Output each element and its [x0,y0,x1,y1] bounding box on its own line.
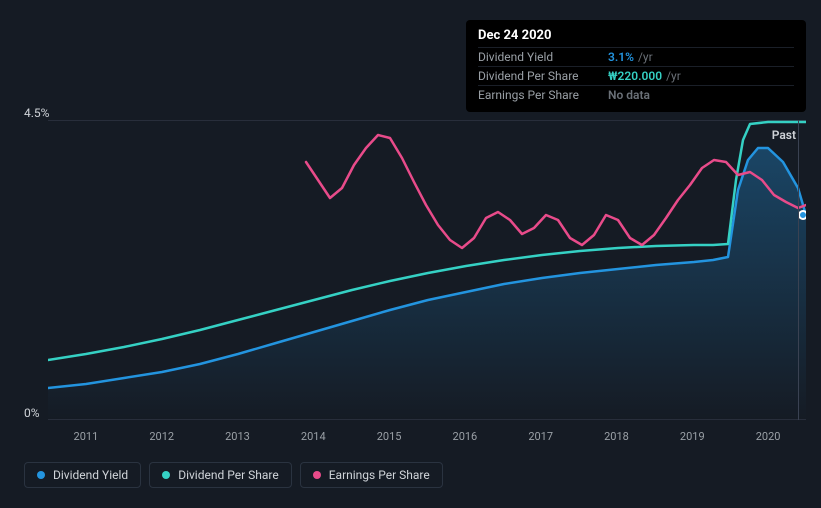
tooltip-row: Earnings Per ShareNo data [478,85,794,104]
x-axis-label: 2017 [503,430,579,443]
tooltip-label: Earnings Per Share [478,88,608,102]
legend: Dividend Yield Dividend Per Share Earnings… [24,462,443,488]
legend-label: Dividend Yield [53,468,128,482]
legend-item[interactable]: Dividend Per Share [149,462,292,488]
hover-guideline [798,120,799,420]
x-axis-label: 2020 [730,430,806,443]
legend-label: Dividend Per Share [178,468,279,482]
y-axis-label: 4.5% [24,106,49,120]
legend-item[interactable]: Earnings Per Share [300,462,443,488]
tooltip-label: Dividend Yield [478,50,608,64]
x-axis-label: 2019 [654,430,730,443]
chart-plot[interactable] [48,120,806,420]
past-label: Past [772,128,796,142]
tooltip-value: ₩220.000/yr [608,69,681,83]
legend-label: Earnings Per Share [329,468,430,482]
tooltip-date: Dec 24 2020 [478,28,794,47]
x-axis: 2011201220132014201520162017201820192020 [48,430,806,443]
tooltip-value: 3.1%/yr [608,50,653,64]
legend-item[interactable]: Dividend Yield [24,462,141,488]
chart-tooltip: Dec 24 2020 Dividend Yield3.1%/yrDividen… [466,20,806,112]
dividend-chart: Dec 24 2020 Dividend Yield3.1%/yrDividen… [0,0,821,508]
tooltip-value: No data [608,88,650,102]
x-axis-label: 2015 [351,430,427,443]
x-axis-label: 2012 [124,430,200,443]
tooltip-row: Dividend Yield3.1%/yr [478,47,794,66]
legend-dot-icon [37,471,45,479]
legend-dot-icon [313,471,321,479]
x-axis-label: 2014 [275,430,351,443]
hover-dot-icon [799,211,806,219]
legend-dot-icon [162,471,170,479]
x-axis-label: 2016 [427,430,503,443]
x-axis-label: 2018 [579,430,655,443]
y-axis-label: 0% [24,406,40,420]
tooltip-label: Dividend Per Share [478,69,608,83]
tooltip-row: Dividend Per Share₩220.000/yr [478,66,794,85]
x-axis-label: 2013 [200,430,276,443]
area-fill [48,148,806,420]
x-axis-label: 2011 [48,430,124,443]
